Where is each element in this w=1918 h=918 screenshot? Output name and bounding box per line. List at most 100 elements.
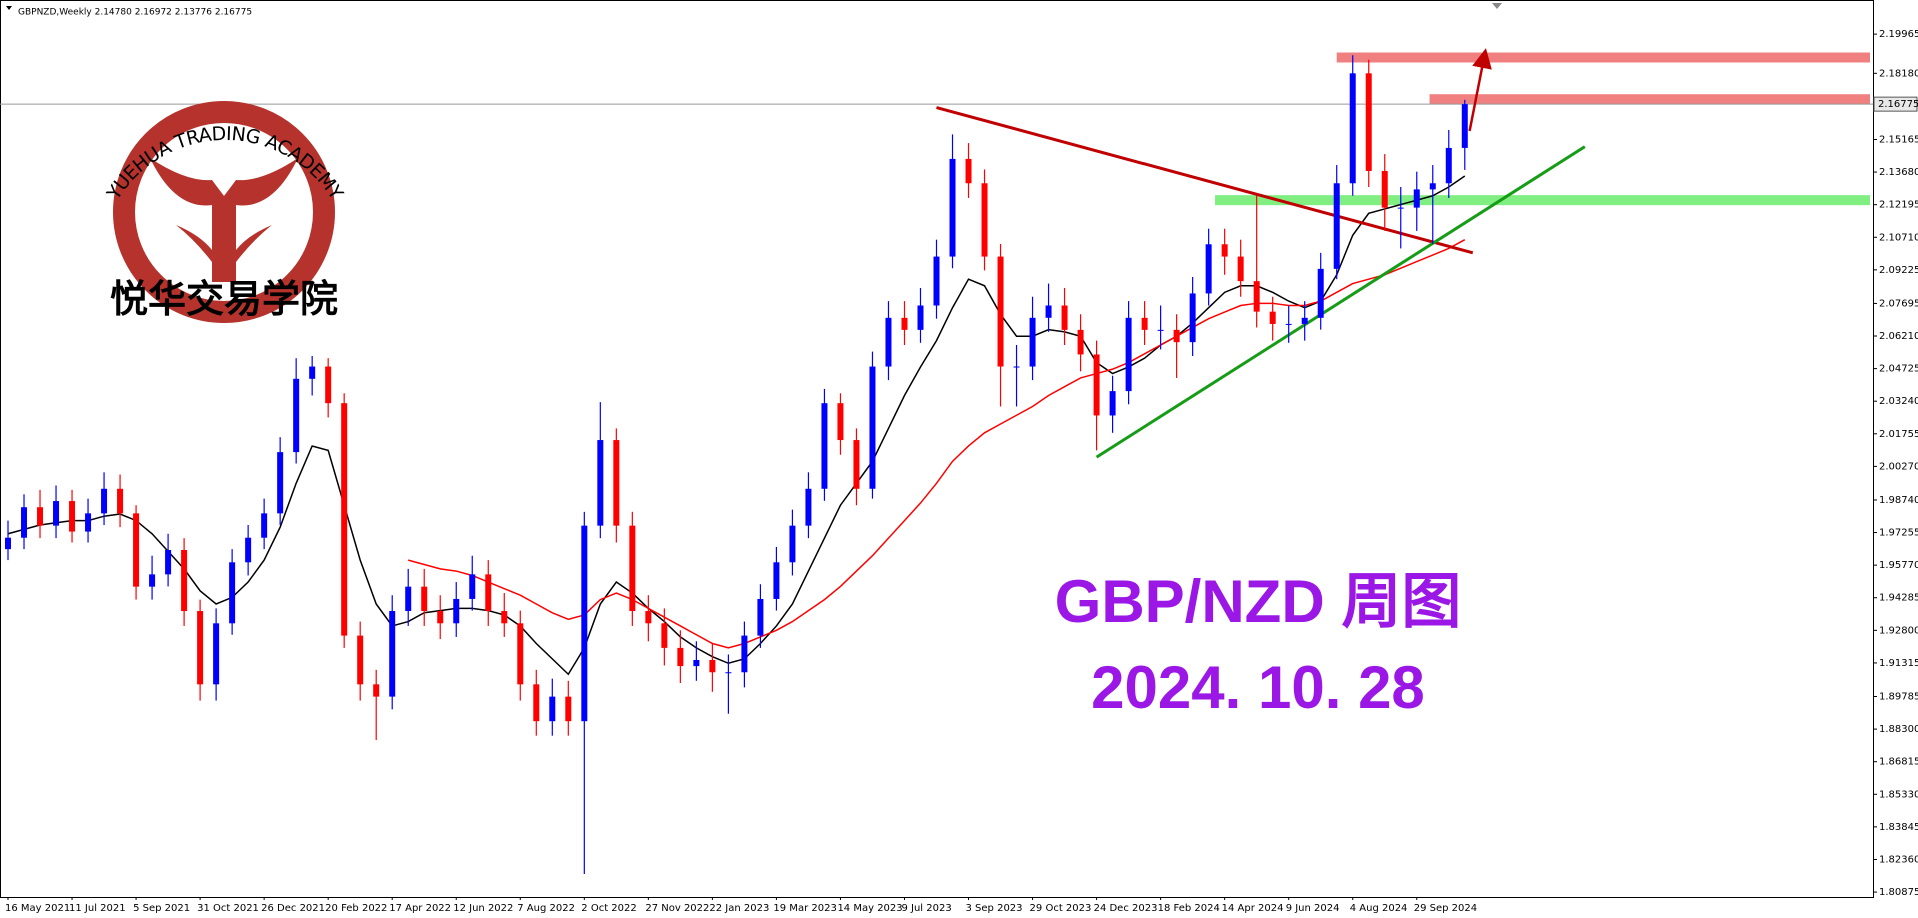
candle-body xyxy=(117,488,124,514)
candle-body xyxy=(853,440,860,489)
candle-body xyxy=(1157,329,1164,331)
candle-body xyxy=(1141,317,1148,330)
candle-body xyxy=(1429,183,1436,190)
x-tick-label: 9 Jul 2023 xyxy=(901,903,951,914)
candle-body xyxy=(309,366,316,379)
candle-body xyxy=(437,611,444,624)
candle-body xyxy=(1013,366,1020,368)
candle-body xyxy=(1397,207,1404,209)
candle-body xyxy=(1365,73,1372,171)
candle-body xyxy=(725,672,732,674)
x-tick-label: 12 Jun 2022 xyxy=(453,903,513,914)
candle-body xyxy=(5,537,12,550)
y-tick-label: 2.13680 xyxy=(1879,167,1918,178)
y-tick-label: 1.91315 xyxy=(1879,658,1918,669)
candle-body xyxy=(917,305,924,330)
candle-body xyxy=(325,366,332,404)
candle-body xyxy=(1125,317,1132,392)
candle-body xyxy=(869,366,876,489)
candle-body xyxy=(645,611,652,624)
x-tick-label: 22 Jan 2023 xyxy=(709,903,769,914)
last-price-box xyxy=(1873,96,1918,112)
candle-body xyxy=(1301,317,1308,324)
candle-body xyxy=(373,684,380,697)
y-tick-label: 1.80875 xyxy=(1879,887,1918,898)
y-tick-label: 2.19965 xyxy=(1879,29,1918,40)
candle-body xyxy=(229,562,236,624)
trendline xyxy=(936,106,1474,255)
plot-layer xyxy=(0,48,1873,874)
candle-body xyxy=(1445,147,1452,184)
candle-body xyxy=(1173,329,1180,343)
y-tick-label: 1.95770 xyxy=(1879,560,1918,571)
x-tick-label: 27 Nov 2022 xyxy=(645,903,709,914)
candle-body xyxy=(1205,244,1212,294)
candle-body xyxy=(261,513,268,538)
candle-body xyxy=(53,501,60,526)
candle-body xyxy=(885,317,892,367)
x-tick-label: 5 Sep 2021 xyxy=(133,903,190,914)
candle-body xyxy=(1077,329,1084,355)
chart-header: GBPNZD,Weekly 2.14780 2.16972 2.13776 2.… xyxy=(18,8,252,18)
logo-text: 悦华交易学院 xyxy=(110,278,338,321)
y-tick-label: 2.03240 xyxy=(1879,396,1918,407)
candle-body xyxy=(197,611,204,685)
candle-body xyxy=(213,623,220,685)
price-level xyxy=(1429,94,1870,105)
candle-body xyxy=(389,611,396,697)
candle-body xyxy=(741,635,748,673)
y-tick-label: 2.15165 xyxy=(1879,134,1918,145)
x-tick-label: 31 Oct 2021 xyxy=(197,903,259,914)
candle-body xyxy=(357,635,364,685)
y-tick-label: 1.98740 xyxy=(1879,495,1918,506)
candle-body xyxy=(485,574,492,612)
candle-body xyxy=(709,659,716,673)
y-tick-label: 1.94285 xyxy=(1879,593,1918,604)
chart-title: GBP/NZD 周图 xyxy=(1055,568,1462,635)
y-tick-label: 1.83845 xyxy=(1879,822,1918,833)
x-tick-label: 17 Apr 2022 xyxy=(389,903,451,914)
logo-mark xyxy=(150,158,298,282)
y-tick-label: 1.92800 xyxy=(1879,625,1918,636)
candle-body xyxy=(165,550,172,575)
candle-body xyxy=(757,598,764,636)
y-tick-label: 2.18180 xyxy=(1879,68,1918,79)
x-tick-label: 20 Feb 2022 xyxy=(325,903,387,914)
x-tick-label: 2 Oct 2022 xyxy=(581,903,636,914)
candle-body xyxy=(421,586,428,612)
candle-body xyxy=(581,525,588,722)
candle-body xyxy=(1381,170,1388,208)
x-tick-label: 14 May 2023 xyxy=(837,903,902,914)
candle-body xyxy=(293,378,300,453)
candle-body xyxy=(933,256,940,306)
y-tick-label: 2.04725 xyxy=(1879,364,1918,375)
candle-body xyxy=(837,403,844,441)
y-tick-label: 2.01755 xyxy=(1879,429,1918,440)
candle-body xyxy=(661,623,668,648)
candle-body xyxy=(101,488,108,514)
candle-body xyxy=(245,537,252,563)
candle-body xyxy=(1061,305,1068,330)
candle-body xyxy=(965,158,972,184)
y-tick-label: 1.88300 xyxy=(1879,724,1918,735)
candle-body xyxy=(1029,317,1036,367)
candle-body xyxy=(133,513,140,587)
candle-body xyxy=(1333,183,1340,269)
candle-body xyxy=(1349,73,1356,184)
price-level xyxy=(1336,52,1870,63)
x-tick-label: 19 Mar 2023 xyxy=(773,903,836,914)
candle-body xyxy=(1045,305,1052,318)
candle-body xyxy=(341,403,348,636)
candle-body xyxy=(21,507,28,538)
candle-body xyxy=(181,550,188,612)
candle-body xyxy=(1285,323,1292,325)
x-tick-label: 14 Apr 2024 xyxy=(1222,903,1284,914)
candle-body xyxy=(1189,293,1196,343)
x-tick-label: 9 Jun 2024 xyxy=(1286,903,1340,914)
candle-body xyxy=(1413,189,1420,208)
candle-body xyxy=(69,501,76,532)
arrow xyxy=(1468,48,1492,132)
candle-body xyxy=(613,440,620,526)
x-tick-label: 29 Sep 2024 xyxy=(1414,903,1477,914)
